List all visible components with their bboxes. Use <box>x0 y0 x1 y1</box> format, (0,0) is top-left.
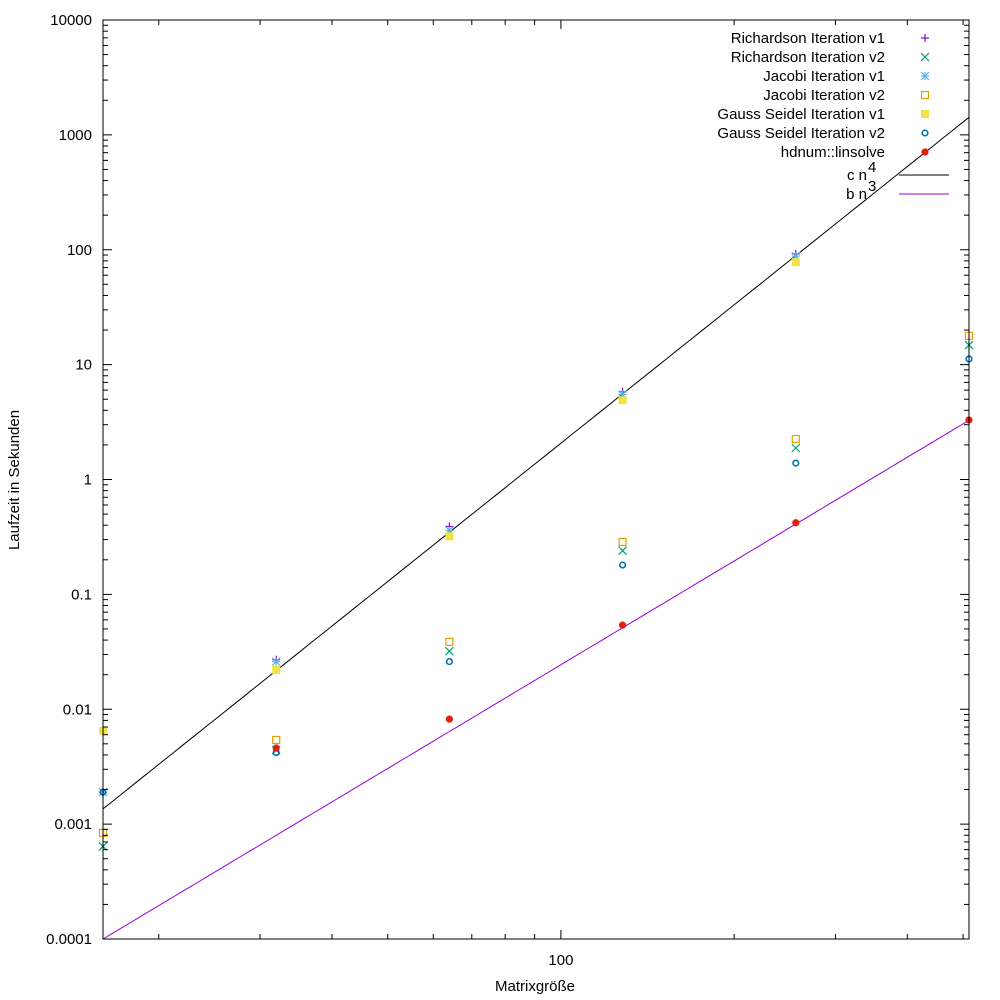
fit-line <box>102 419 970 940</box>
marker-shape <box>921 148 929 156</box>
data-point-cross <box>791 443 801 453</box>
marker-shape <box>618 396 627 405</box>
marker-stroke <box>271 657 281 667</box>
y-tick-label: 0.1 <box>71 586 92 603</box>
data-point-filled-circle <box>792 519 800 527</box>
data-point-plus <box>921 34 929 42</box>
legend-label: Richardson Iteration v2 <box>731 49 885 66</box>
marker-shape <box>445 637 454 646</box>
legend-label-exponent: 4 <box>868 159 876 176</box>
legend-label: Gauss Seidel Iteration v1 <box>717 106 885 123</box>
data-point-open-circle <box>618 561 627 569</box>
marker-shape <box>618 537 627 547</box>
y-tick-label: 10000 <box>50 12 92 29</box>
legend-label: Richardson Iteration v1 <box>731 30 885 47</box>
marker-stroke <box>920 52 930 62</box>
marker-shape <box>921 110 929 118</box>
data-point-cross <box>920 52 930 62</box>
data-point-open-square <box>272 735 281 745</box>
y-tick-label: 0.0001 <box>46 931 92 948</box>
marker-shape <box>791 434 800 444</box>
data-point-filled-square <box>921 110 929 118</box>
data-point-open-square <box>791 434 800 444</box>
data-point-asterisk <box>920 71 930 81</box>
marker-stroke <box>791 443 801 453</box>
data-point-open-square <box>618 537 627 547</box>
data-point-asterisk <box>271 657 281 667</box>
data-point-filled-square <box>272 665 281 674</box>
legend: Richardson Iteration v1 Richardson Iterat… <box>717 30 949 203</box>
legend-label: hdnum::linsolve <box>781 144 885 161</box>
marker-shape <box>920 90 930 100</box>
y-axis-label: Laufzeit in Sekunden <box>6 410 23 550</box>
y-tick-label: 1 <box>84 472 92 489</box>
fit-line <box>102 116 970 810</box>
data-point-filled-circle <box>921 148 929 156</box>
x-tick-label: 100 <box>548 952 573 969</box>
marker-shape <box>791 258 800 267</box>
data-point-filled-circle <box>619 621 627 629</box>
marker-shape <box>619 621 627 629</box>
marker-shape <box>445 657 454 666</box>
marker-shape <box>792 459 800 467</box>
data-point-open-circle <box>792 459 800 467</box>
y-tick-label: 0.001 <box>54 816 92 833</box>
y-tick-label: 10 <box>75 357 92 374</box>
marker-shape <box>921 129 929 137</box>
marker-shape <box>792 519 800 527</box>
y-tick-label: 100 <box>67 242 92 259</box>
data-point-cross <box>618 546 628 556</box>
x-axis-label: Matrixgröße <box>495 978 575 995</box>
data-point-cross <box>444 646 454 656</box>
legend-label: Jacobi Iteration v2 <box>763 87 885 104</box>
legend-label: c n <box>847 167 867 184</box>
legend-label-exponent: 3 <box>868 178 876 195</box>
data-point-open-circle <box>445 657 454 666</box>
data-point-open-square <box>920 90 930 100</box>
marker-shape <box>272 744 280 752</box>
marker-stroke <box>618 546 628 556</box>
data-point-open-circle <box>921 129 929 137</box>
marker-shape <box>272 665 281 674</box>
data-point-filled-square <box>445 532 454 541</box>
data-point-filled-square <box>618 396 627 405</box>
marker-stroke <box>444 646 454 656</box>
y-tick-label: 1000 <box>59 127 92 144</box>
data-point-filled-circle <box>445 715 453 723</box>
legend-label: Gauss Seidel Iteration v2 <box>717 125 885 142</box>
marker-stroke <box>920 71 930 81</box>
marker-shape <box>618 561 627 569</box>
legend-label: Jacobi Iteration v1 <box>763 68 885 85</box>
marker-shape <box>445 715 453 723</box>
marker-shape <box>272 735 281 745</box>
legend-label: b n <box>846 186 867 203</box>
data-point-filled-circle <box>272 744 280 752</box>
y-tick-label: 0.01 <box>63 701 92 718</box>
marker-shape <box>445 532 454 541</box>
data-point-open-square <box>445 637 454 646</box>
data-point-filled-square <box>791 258 800 267</box>
